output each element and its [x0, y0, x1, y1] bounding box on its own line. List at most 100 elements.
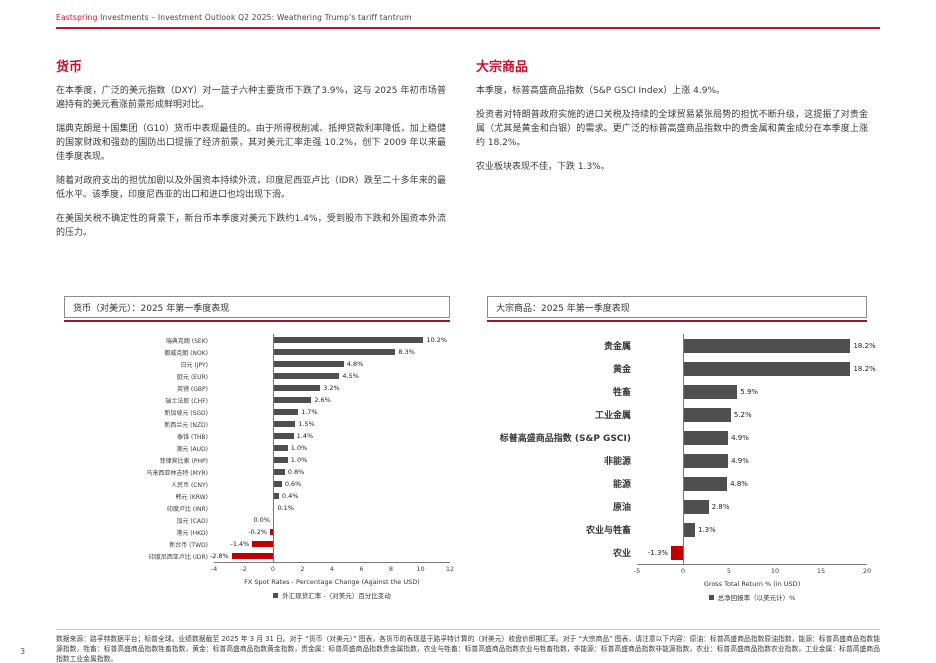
chart-row: 瑞典克朗 (SEK) 10.2% [64, 334, 450, 346]
value-label: 18.2% [853, 364, 876, 373]
value-label: 0.0% [253, 516, 270, 524]
axis-tick-label: 0 [270, 565, 276, 573]
category-label: 非能源 [603, 457, 631, 467]
bar-track: 0.4% [214, 490, 450, 502]
bar [273, 445, 288, 451]
chart-row: 日元 (JPY) 4.8% [64, 358, 450, 370]
chart-row: 加元 (CAD) 0.0% [64, 514, 450, 526]
header-title: Investments – Investment Outlook Q2 2025… [97, 13, 412, 22]
category-label: 原油 [612, 503, 631, 513]
commodities-section-title: 大宗商品 [476, 60, 529, 75]
value-label: -2.8% [209, 552, 229, 560]
legend-marker-icon [273, 592, 279, 598]
chart-title-rule [487, 320, 867, 322]
axis-tick-label: 6 [359, 565, 364, 573]
axis-tick-label: 15 [816, 567, 826, 575]
chart-row: 马来西亚林吉特 (MYR) 0.8% [64, 466, 450, 478]
currency-section: 货币 在本季度，广泛的美元指数（DXY）对一篮子六种主要货币下跌了3.9%，这与… [56, 56, 446, 250]
bar [683, 522, 695, 537]
bar [683, 430, 729, 445]
bar-track: 8.3% [214, 346, 450, 358]
commodities-section: 大宗商品 本季度，标普高盛商品指数（S&P GSCI Index）上涨 4.9%… [476, 56, 868, 185]
chart-row: 标普高盛商品指数 (S&P GSCI) 4.9% [487, 426, 867, 449]
commodities-paragraph: 农业板块表现不佳，下跌 1.3%。 [476, 161, 610, 172]
commodities-paragraph: 投资者对特朗普政府实施的进口关税及持续的全球贸易紧张局势的担忧不断升级，这提振了… [476, 109, 868, 148]
chart-row: 工业金属 5.2% [487, 403, 867, 426]
category-label: 瑞士法郎 (CHF) [165, 397, 208, 405]
value-label: 1.0% [290, 456, 308, 464]
category-label: 泰铢 (THB) [177, 433, 208, 441]
chart-row: 韩元 (KRW) 0.4% [64, 490, 450, 502]
bar [231, 553, 273, 559]
currency-chart: 货币（对美元）：2025 年第一季度表现 瑞典克朗 (SEK) 10.2% 挪威克朗… [64, 296, 454, 600]
bar [273, 373, 340, 379]
axis-tick-label: 5 [726, 567, 732, 575]
bar-track: 4.9% [637, 426, 867, 449]
bar [273, 397, 312, 403]
zero-axis-line [683, 334, 684, 564]
bar [683, 361, 851, 376]
category-label: 新加坡元 (SGD) [164, 409, 208, 417]
value-label: 4.8% [346, 360, 364, 368]
chart-legend: 外汇现货汇率 -（对美元）百分比变动 [214, 590, 450, 600]
commodities-chart: 大宗商品：2025 年第一季度表现 贵金属 18.2% 黄金 18.2% 牲畜 5.9% 工… [487, 296, 876, 602]
category-label: 日元 (JPY) [180, 361, 208, 369]
chart-row: 能源 4.8% [487, 472, 867, 495]
category-label: 牲畜 [612, 388, 631, 398]
bar-track: 10.2% [214, 334, 450, 346]
category-label: 韩元 (KRW) [175, 493, 208, 501]
bar [273, 469, 285, 475]
value-label: 18.2% [853, 341, 876, 350]
axis-tick-area: -5 0 5 10 15 20 [633, 564, 871, 578]
bar-track: 4.5% [214, 370, 450, 382]
chart-row: 人民币 (CNY) 0.6% [64, 478, 450, 490]
category-label: 农业 [612, 549, 631, 559]
commodities-paragraph: 本季度，标普高盛商品指数（S&P GSCI Index）上涨 4.9%。 [476, 86, 726, 96]
axis-spacer [487, 564, 637, 578]
chart-row: 新西兰元 (NZD) 1.5% [64, 418, 450, 430]
category-label: 港元 (HKD) [176, 529, 208, 537]
x-axis-label: FX Spot Rates - Percentage Change (Again… [244, 578, 420, 586]
chart-row: 贵金属 18.2% [487, 334, 876, 357]
axis-tick-label: -5 [633, 567, 641, 575]
chart-legend: 总净回报率（以美元计）% [637, 592, 867, 602]
axis-tick-label: -4 [210, 565, 218, 573]
bar [683, 453, 729, 468]
bar-track: 1.7% [214, 406, 450, 418]
bar [273, 361, 344, 367]
chart-row: 农业 -1.3% [487, 541, 867, 564]
axis-tick-label: 4 [329, 565, 335, 573]
value-label: 1.7% [301, 408, 318, 416]
brand-name: Eastspring [56, 13, 98, 22]
category-label: 标普高盛商品指数 (S&P GSCI) [499, 434, 631, 444]
value-label: 1.4% [296, 432, 314, 440]
chart-row: 新台币 (TWD) -1.4% [64, 538, 450, 550]
chart-row: 挪威克朗 (NOK) 8.3% [64, 346, 450, 358]
bar-track: 0.8% [214, 466, 450, 478]
chart-row: 欧元 (EUR) 4.5% [64, 370, 450, 382]
value-label: 8.3% [398, 348, 415, 356]
value-label: 0.1% [277, 504, 294, 512]
chart-row: 港元 (HKD) -0.2% [64, 526, 450, 538]
legend-marker-icon [708, 594, 714, 600]
bar-track: 2.6% [214, 394, 450, 406]
currency-paragraph: 随着对政府支出的担忧加剧以及外国资本持续外流，印度尼西亚卢比（IDR）跌至二十多… [56, 175, 446, 200]
page-number: 3 [20, 647, 26, 656]
value-label: 0.6% [284, 480, 302, 488]
category-label: 瑞典克朗 (SEK) [165, 337, 208, 345]
chart-row: 英镑 (GBP) 3.2% [64, 382, 450, 394]
value-label: 0.4% [281, 492, 299, 500]
bar [671, 545, 683, 560]
axis-tick-label: 10 [416, 565, 425, 573]
legend-label: 外汇现货汇率 -（对美元）百分比变动 [282, 592, 391, 600]
bar-track: 1.5% [214, 418, 450, 430]
category-label: 贵金属 [603, 342, 631, 352]
x-axis: -5 0 5 10 15 20 [487, 564, 871, 578]
header-rule [56, 27, 880, 29]
chart-row: 澳元 (AUD) 1.0% [64, 442, 450, 454]
bar [252, 541, 273, 547]
commodities-chart-title-box: 大宗商品：2025 年第一季度表现 [487, 296, 867, 318]
category-label: 加元 (CAD) [176, 517, 208, 525]
chart-row: 牲畜 5.9% [487, 380, 867, 403]
chart-row: 瑞士法郎 (CHF) 2.6% [64, 394, 450, 406]
